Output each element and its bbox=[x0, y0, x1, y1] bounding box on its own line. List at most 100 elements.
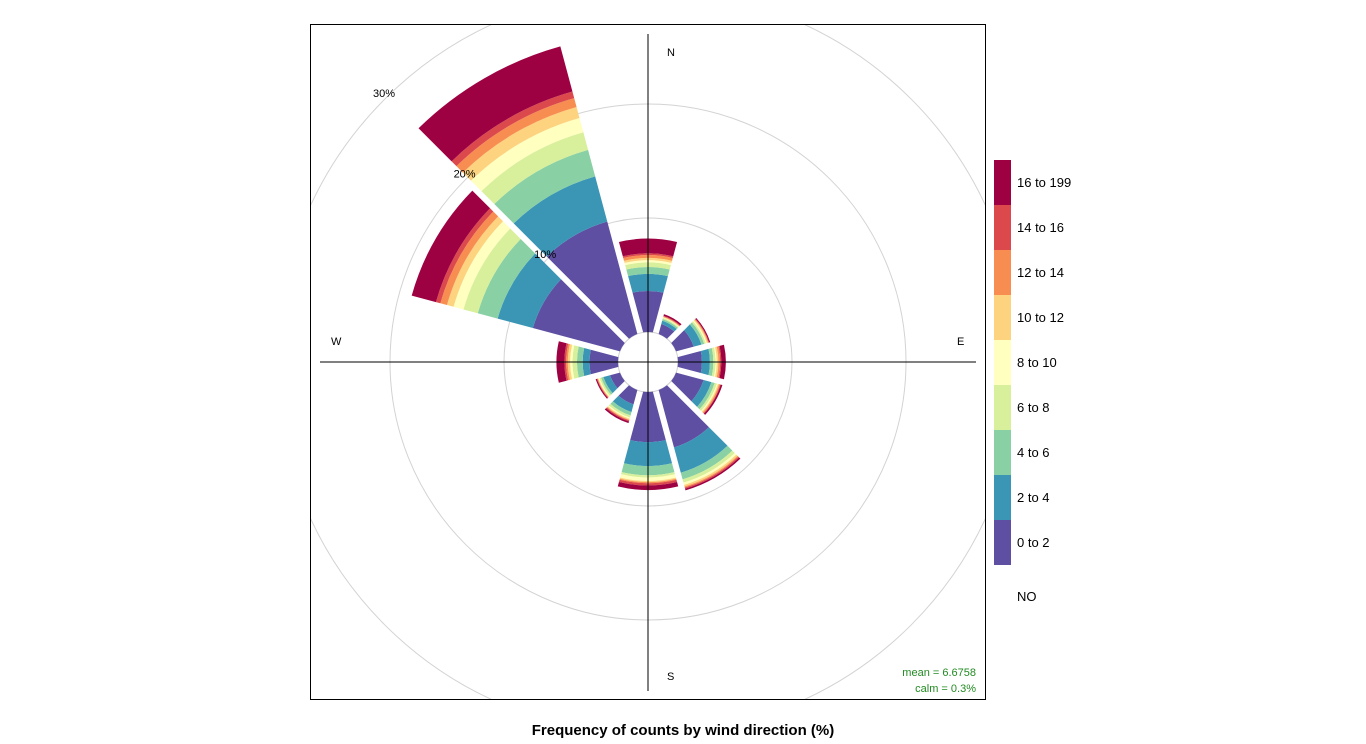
sector-240-bin-3 bbox=[599, 377, 612, 396]
sector-150-bin-8 bbox=[685, 457, 741, 491]
sector-240-bin-0 bbox=[609, 372, 625, 389]
grid-labels: 10% 20% 30% bbox=[373, 88, 556, 261]
sector-150-bin-1 bbox=[673, 427, 728, 473]
legend-swatch bbox=[994, 250, 1011, 295]
sector-30-bin-7 bbox=[663, 315, 681, 326]
plot-frame bbox=[310, 24, 986, 700]
sector-240-bin-8 bbox=[595, 378, 608, 399]
sector-330-bin-0 bbox=[546, 221, 638, 339]
legend-item: 14 to 16 bbox=[994, 205, 1114, 250]
sector-210-bin-4 bbox=[608, 405, 630, 419]
legend-swatch bbox=[994, 295, 1011, 340]
sector-30-bin-1 bbox=[661, 320, 677, 332]
sector-300-bin-3 bbox=[463, 228, 521, 314]
legend-item: 10 to 12 bbox=[994, 295, 1114, 340]
chart-title: Frequency of counts by wind direction (%… bbox=[531, 722, 835, 739]
legend-label: 12 to 14 bbox=[1017, 265, 1064, 280]
sector-150-bin-5 bbox=[684, 454, 738, 487]
sector-180-bin-7 bbox=[618, 479, 678, 486]
sector-0-bin-7 bbox=[622, 253, 674, 258]
sector-30-bin-8 bbox=[663, 314, 682, 326]
sector-300-bin-0 bbox=[532, 279, 625, 352]
compass-label-w: W bbox=[331, 336, 342, 348]
compass-axes bbox=[320, 34, 976, 691]
sector-330-bin-6 bbox=[456, 98, 577, 173]
sector-30-bin-6 bbox=[663, 316, 680, 327]
sector-180-bin-3 bbox=[621, 472, 675, 478]
legend-item: 12 to 14 bbox=[994, 250, 1114, 295]
sector-60-bin-0 bbox=[671, 330, 694, 352]
sector-180-bin-6 bbox=[619, 478, 677, 484]
sector-210-bin-3 bbox=[608, 403, 631, 418]
mean-stat: mean = 6.6758 bbox=[902, 667, 976, 679]
sector-0-bin-4 bbox=[624, 260, 672, 266]
legend-swatch bbox=[994, 205, 1011, 250]
legend-swatch bbox=[994, 430, 1011, 475]
sector-150-bin-4 bbox=[683, 453, 737, 485]
sector-330-bin-7 bbox=[451, 91, 575, 167]
sector-90-bin-4 bbox=[714, 347, 717, 377]
sector-60-bin-4 bbox=[693, 320, 707, 344]
sector-240-bin-1 bbox=[603, 375, 618, 394]
sector-30-bin-4 bbox=[662, 317, 680, 328]
sector-330-bin-5 bbox=[462, 106, 580, 181]
sector-150-bin-2 bbox=[680, 445, 733, 480]
sector-120-bin-0 bbox=[671, 372, 704, 402]
sector-210-bin-7 bbox=[605, 407, 630, 422]
sector-150-bin-0 bbox=[658, 385, 709, 448]
legend-label: 8 to 10 bbox=[1017, 355, 1057, 370]
sector-60-bin-1 bbox=[684, 324, 702, 347]
legend-item: 2 to 4 bbox=[994, 475, 1114, 520]
legend-label: 10 to 12 bbox=[1017, 310, 1064, 325]
legend-label: 14 to 16 bbox=[1017, 220, 1064, 235]
sector-30-bin-2 bbox=[662, 319, 678, 330]
legend-swatch bbox=[994, 385, 1011, 430]
legend-swatch bbox=[994, 475, 1011, 520]
sector-210-bin-5 bbox=[607, 406, 630, 420]
legend-label: 4 to 6 bbox=[1017, 445, 1050, 460]
sector-120-bin-4 bbox=[701, 383, 718, 412]
legend-label: 0 to 2 bbox=[1017, 535, 1050, 550]
sector-210-bin-1 bbox=[612, 395, 634, 413]
calm-stat: calm = 0.3% bbox=[915, 683, 976, 695]
sector-120-bin-8 bbox=[703, 384, 723, 415]
legend-label: 6 to 8 bbox=[1017, 400, 1050, 415]
sector-330-bin-2 bbox=[494, 149, 596, 224]
legend-swatch bbox=[994, 160, 1011, 205]
legend-swatch bbox=[994, 340, 1011, 385]
sector-300-bin-8 bbox=[411, 190, 491, 303]
sector-330-bin-4 bbox=[470, 117, 584, 192]
sector-300-bin-2 bbox=[477, 238, 536, 319]
legend-item: 0 to 2 bbox=[994, 520, 1114, 565]
sector-240-bin-4 bbox=[598, 378, 610, 397]
sector-120-bin-1 bbox=[691, 380, 712, 407]
sector-210-bin-2 bbox=[610, 401, 632, 416]
legend-swatch bbox=[994, 520, 1011, 565]
sector-120-bin-5 bbox=[701, 383, 720, 413]
legend-item: 4 to 6 bbox=[994, 430, 1114, 475]
sector-300-bin-7 bbox=[435, 208, 494, 304]
sector-330-bin-8 bbox=[418, 46, 573, 162]
sector-60-bin-5 bbox=[693, 319, 709, 344]
grid-label-20: 20% bbox=[454, 169, 476, 181]
sector-120-bin-6 bbox=[702, 384, 721, 414]
sector-0-bin-5 bbox=[623, 257, 673, 263]
wind-sectors bbox=[411, 46, 741, 491]
sector-120-bin-2 bbox=[697, 382, 715, 410]
sector-240-bin-5 bbox=[597, 378, 610, 398]
sector-210-bin-8 bbox=[604, 408, 629, 424]
sector-30-bin-3 bbox=[662, 317, 679, 328]
sector-30-bin-0 bbox=[658, 323, 675, 339]
sector-240-bin-7 bbox=[596, 378, 609, 398]
sector-120-bin-3 bbox=[699, 382, 717, 411]
sector-300-bin-1 bbox=[497, 253, 562, 329]
sector-240-bin-6 bbox=[597, 378, 609, 398]
sector-330-bin-3 bbox=[481, 132, 589, 205]
sector-60-bin-3 bbox=[691, 321, 706, 344]
sector-300-bin-4 bbox=[453, 221, 511, 310]
sector-240-bin-2 bbox=[601, 377, 613, 395]
sector-270-bin-6 bbox=[566, 343, 570, 381]
sector-210-bin-0 bbox=[618, 385, 638, 405]
legend-item: 8 to 10 bbox=[994, 340, 1114, 385]
